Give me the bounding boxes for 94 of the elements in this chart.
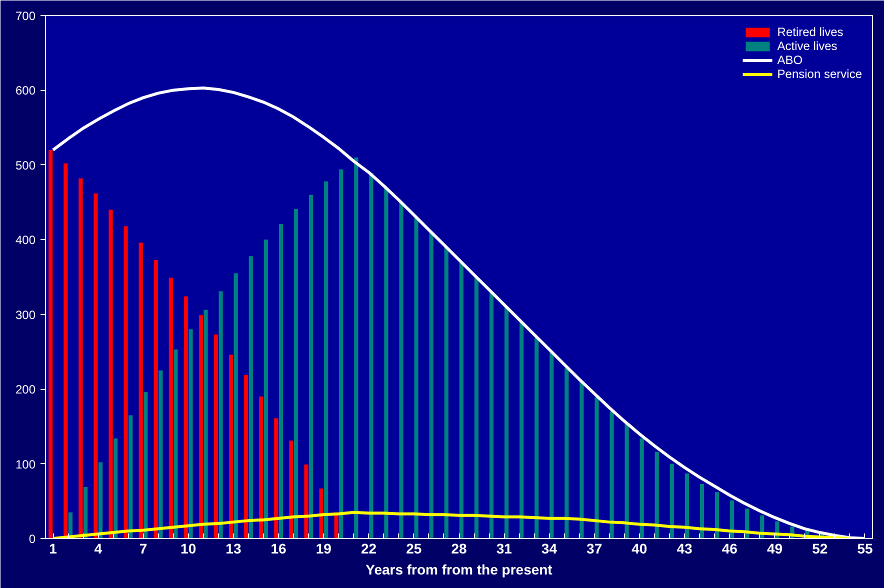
bar <box>640 438 644 538</box>
bar <box>714 492 720 538</box>
x-tick-label: 28 <box>451 540 467 556</box>
bar <box>308 194 314 538</box>
x-tick-label: 46 <box>722 540 738 556</box>
y-tick-label: 400 <box>15 233 36 248</box>
bar <box>98 462 103 538</box>
x-tick-label: 19 <box>316 540 332 556</box>
bar <box>580 382 584 538</box>
bar <box>550 352 554 538</box>
bar <box>229 354 234 538</box>
x-tick-label: 22 <box>360 540 377 556</box>
bar <box>324 181 328 538</box>
bar <box>429 232 434 538</box>
bar <box>369 173 374 538</box>
bar <box>319 488 324 538</box>
bar <box>610 411 614 538</box>
bar <box>414 218 418 538</box>
bar <box>188 329 193 538</box>
x-tick-label: 52 <box>812 540 828 556</box>
x-tick-label: 31 <box>496 540 512 556</box>
bar <box>339 169 344 538</box>
bar <box>94 193 98 538</box>
x-tick-label: 10 <box>180 540 196 556</box>
bar <box>204 310 208 538</box>
bar <box>218 291 223 538</box>
y-tick-label: 700 <box>15 9 36 23</box>
bar <box>274 418 278 538</box>
bar <box>244 374 248 538</box>
bar <box>459 262 464 538</box>
y-tick-label: 200 <box>15 382 36 397</box>
y-tick-label: 300 <box>15 308 36 322</box>
bar <box>264 240 268 538</box>
bar <box>158 370 163 538</box>
bar <box>294 209 298 538</box>
bar <box>444 247 448 538</box>
bar <box>138 242 143 538</box>
x-tick-label: 16 <box>270 540 287 556</box>
bar <box>534 338 539 538</box>
bar <box>248 256 253 538</box>
bar <box>504 306 509 538</box>
legend-label: Retired lives <box>777 25 844 39</box>
x-tick-label: 40 <box>632 540 648 556</box>
y-tick-label: 0 <box>28 532 36 546</box>
bar <box>304 464 308 538</box>
bar <box>144 392 148 538</box>
bar <box>174 349 178 538</box>
bar <box>214 334 218 538</box>
bar <box>154 260 158 538</box>
bar <box>474 277 478 538</box>
x-axis-title: Years from from the present <box>366 562 553 578</box>
bar <box>624 424 629 538</box>
bar <box>234 273 238 538</box>
bar <box>520 322 524 538</box>
x-tick-label: 55 <box>857 540 873 556</box>
legend-label: Active lives <box>777 39 838 53</box>
bar <box>354 157 358 538</box>
x-tick-label: 4 <box>94 540 102 556</box>
bar <box>399 202 404 538</box>
bar <box>594 397 599 538</box>
x-tick-label: 34 <box>541 540 558 556</box>
bar <box>654 452 659 538</box>
bar <box>48 150 53 538</box>
legend-label: ABO <box>777 53 803 67</box>
bar <box>124 226 128 538</box>
bar <box>108 210 113 538</box>
y-tick-label: 600 <box>15 84 36 98</box>
bar <box>198 315 204 538</box>
y-tick-label: 500 <box>15 158 36 172</box>
bar <box>78 178 83 538</box>
bar <box>168 278 173 538</box>
bar <box>259 396 264 538</box>
bar <box>83 486 88 538</box>
bar <box>278 224 284 538</box>
line-series <box>52 510 852 538</box>
bar <box>684 474 689 538</box>
x-tick-label: 7 <box>139 540 148 556</box>
y-tick-label: 100 <box>15 457 36 472</box>
x-tick-label: 43 <box>676 540 693 556</box>
x-tick-label: 37 <box>586 540 602 556</box>
bar <box>670 464 674 538</box>
x-tick-label: 1 <box>49 540 58 556</box>
bar <box>128 415 133 538</box>
bar <box>700 484 704 538</box>
bar <box>384 188 388 538</box>
x-tick-label: 25 <box>406 540 422 556</box>
x-tick-label: 49 <box>766 540 783 556</box>
x-tick-label: 13 <box>226 540 242 556</box>
bar <box>289 440 294 538</box>
bar <box>114 438 118 538</box>
bar <box>564 368 569 538</box>
bar <box>184 296 188 538</box>
bar <box>489 292 494 538</box>
legend-label: Pension service <box>777 67 862 81</box>
